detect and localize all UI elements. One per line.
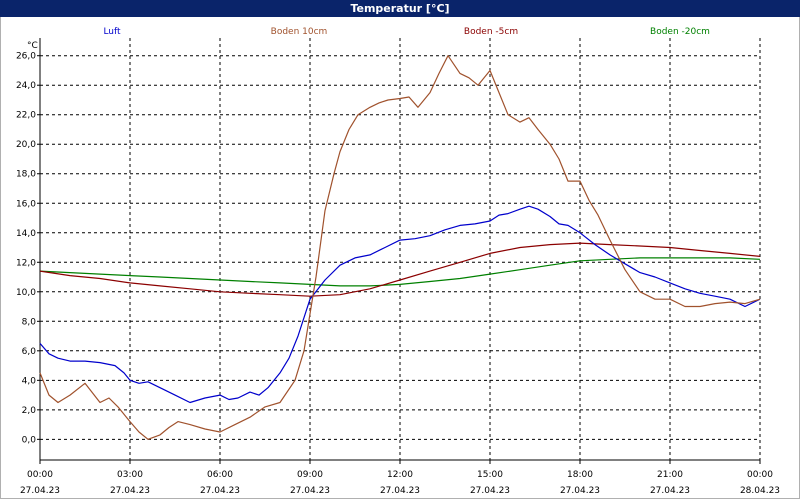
series-line: [39, 242, 761, 297]
series-line: [39, 205, 761, 404]
x-tick-time-label: 06:00: [207, 470, 233, 480]
y-tick-label: 16,0: [16, 199, 36, 209]
x-tick-time-label: 21:00: [657, 470, 683, 480]
x-tick-date-label: 27.04.23: [290, 486, 330, 496]
legend-entry: Boden 10cm: [271, 27, 328, 37]
y-tick-label: 18,0: [16, 170, 36, 180]
y-tick-label: 2,0: [22, 406, 37, 416]
legend-entry: Boden -20cm: [650, 27, 710, 37]
x-tick-time-label: 15:00: [477, 470, 503, 480]
x-tick-date-label: 27.04.23: [200, 486, 240, 496]
x-tick-time-label: 18:00: [567, 470, 593, 480]
series-line: [39, 257, 761, 287]
series-lines: [39, 55, 761, 440]
y-axis: °C 0,0 2,0 4,0 6,0 8,0 10,0 12,0 14,0 16,0 18,0 20…: [16, 41, 40, 445]
y-tick-label: 12,0: [16, 258, 36, 268]
y-tick-label: 8,0: [22, 317, 37, 327]
legend-entry: Luft: [103, 27, 121, 37]
x-tick-date-label: 28.04.23: [740, 486, 780, 496]
y-tick-label: 0,0: [22, 435, 37, 445]
x-tick-time-label: 09:00: [297, 470, 323, 480]
y-tick-label: 10,0: [16, 288, 36, 298]
x-tick-date-label: 27.04.23: [20, 486, 60, 496]
y-tick-label: 4,0: [22, 376, 37, 386]
y-tick-label: 26,0: [16, 52, 36, 62]
window-title: Temperatur [°C]: [0, 0, 800, 17]
x-axis: 00:00 27.04.23 03:00 27.04.23 06:00 27.04.23 0…: [20, 460, 780, 496]
x-tick-date-label: 27.04.23: [380, 486, 420, 496]
x-tick-time-label: 00:00: [27, 470, 53, 480]
y-tick-label: 14,0: [16, 229, 36, 239]
grid: [39, 38, 761, 461]
legend-entry: Boden -5cm: [464, 27, 518, 37]
x-tick-time-label: 00:00: [747, 470, 773, 480]
x-tick-date-label: 27.04.23: [470, 486, 510, 496]
y-tick-label: 6,0: [22, 347, 37, 357]
x-tick-date-label: 27.04.23: [110, 486, 150, 496]
y-tick-label: 24,0: [16, 81, 36, 91]
y-axis-unit-label: °C: [27, 41, 38, 51]
x-tick-time-label: 03:00: [117, 470, 143, 480]
y-tick-label: 22,0: [16, 111, 36, 121]
series-line: [39, 55, 761, 440]
legend: Luft Boden 10cm Boden -5cm Boden -20cm: [103, 27, 710, 37]
y-tick-label: 20,0: [16, 140, 36, 150]
x-tick-date-label: 27.04.23: [560, 486, 600, 496]
x-tick-date-label: 27.04.23: [650, 486, 690, 496]
x-tick-time-label: 12:00: [387, 470, 413, 480]
